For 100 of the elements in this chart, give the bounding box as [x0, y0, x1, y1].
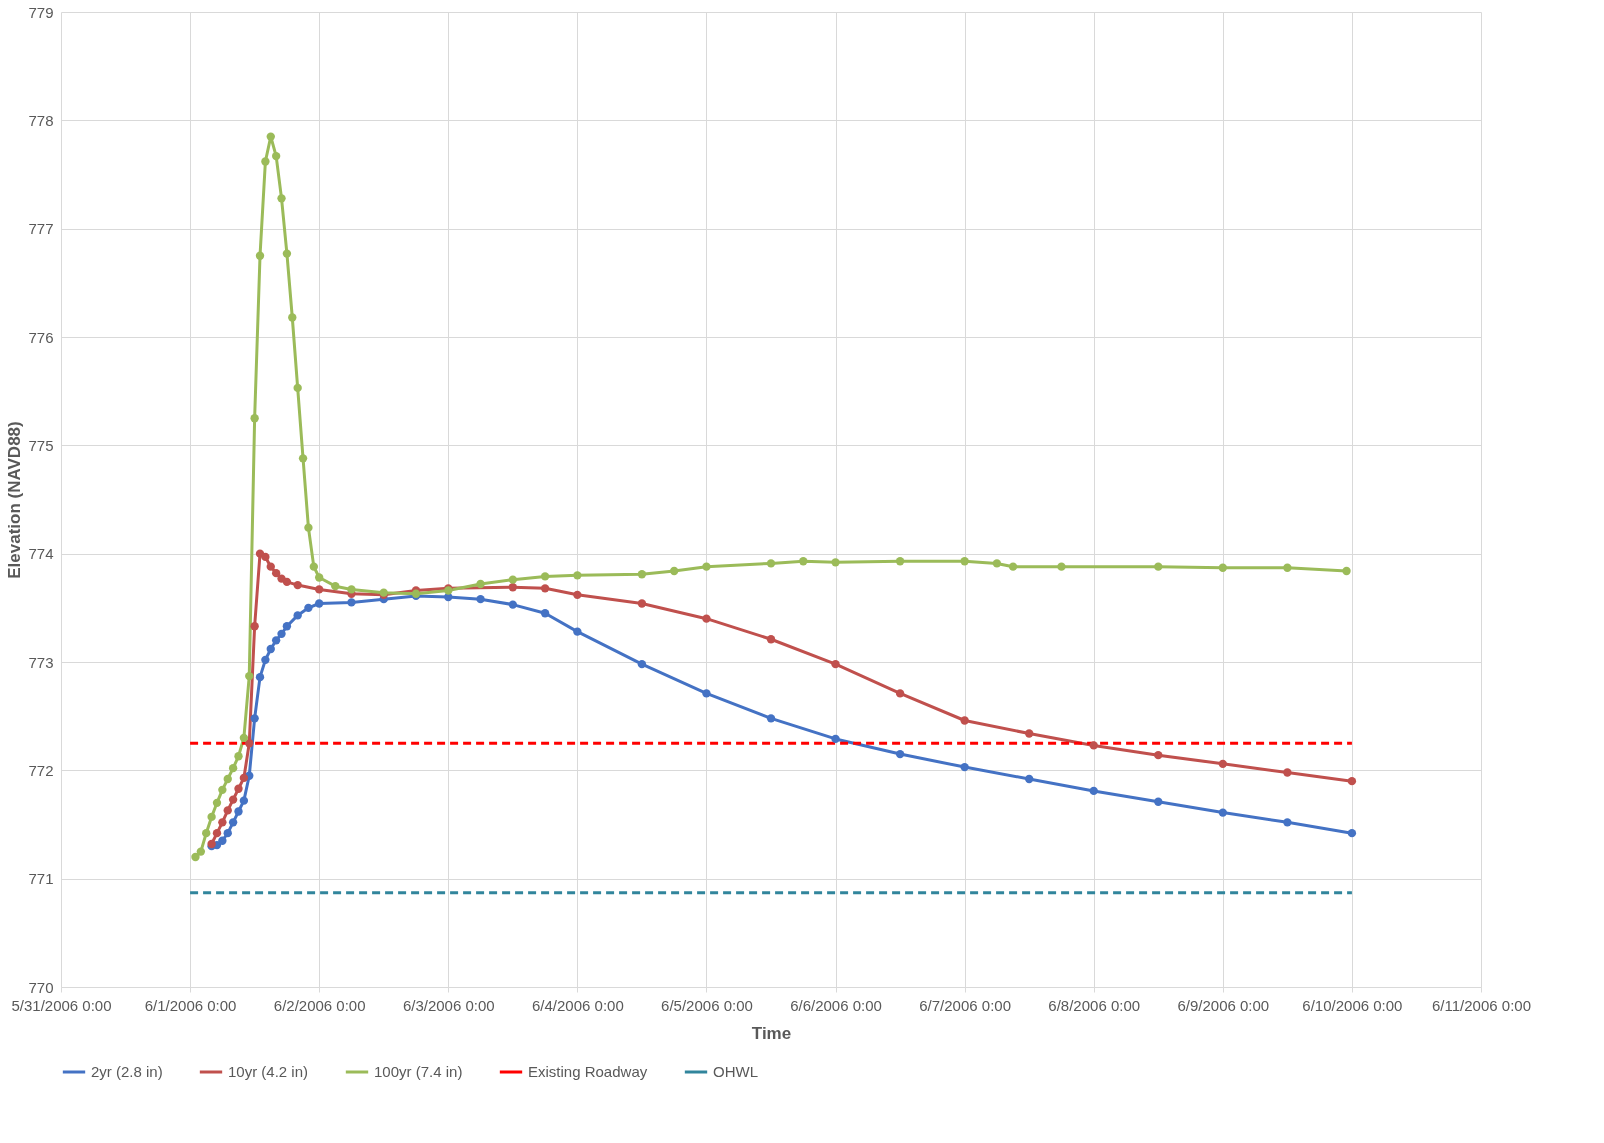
point	[234, 784, 243, 793]
point	[1218, 808, 1227, 817]
point	[1154, 750, 1163, 760]
point	[1057, 562, 1066, 571]
point	[637, 659, 647, 669]
point	[255, 672, 265, 682]
point	[207, 812, 216, 822]
point	[261, 655, 270, 665]
point	[540, 584, 550, 593]
point	[1154, 562, 1163, 571]
point	[573, 590, 582, 600]
point	[831, 734, 840, 744]
point	[637, 599, 647, 608]
point	[304, 523, 313, 532]
y-tick-label: 772	[28, 761, 54, 779]
point	[239, 796, 249, 805]
point	[223, 828, 232, 838]
y-tick-label: 776	[28, 328, 54, 346]
point	[218, 785, 227, 795]
point	[234, 752, 243, 761]
point	[992, 559, 1002, 568]
point	[831, 659, 840, 669]
y-tick-label: 775	[28, 436, 54, 454]
point	[1342, 566, 1351, 576]
point	[261, 157, 270, 166]
point	[271, 568, 281, 578]
point	[1089, 741, 1098, 750]
point	[288, 313, 297, 322]
legend-label: 2yr (2.8 in)	[91, 1063, 163, 1080]
point	[228, 763, 238, 773]
point	[1008, 562, 1018, 571]
legend-label: 100yr (7.4 in)	[374, 1063, 463, 1080]
point	[239, 733, 249, 743]
point	[1347, 828, 1357, 838]
point	[255, 251, 265, 260]
point	[1025, 774, 1034, 784]
point	[476, 594, 485, 604]
legend-label: Existing Roadway	[528, 1063, 648, 1080]
point	[293, 580, 302, 590]
point	[540, 609, 550, 618]
point	[315, 573, 324, 582]
point	[298, 454, 308, 463]
point	[282, 249, 292, 258]
point	[895, 749, 905, 759]
point	[293, 383, 302, 393]
point	[670, 566, 679, 576]
x-tick-label: 6/10/2006 0:00	[1302, 996, 1403, 1014]
x-tick-label: 6/5/2006 0:00	[661, 996, 753, 1014]
point	[1089, 786, 1098, 796]
point	[250, 714, 259, 723]
y-axis-title: Elevation (NAVD88)	[5, 421, 25, 579]
point	[293, 611, 302, 620]
point	[250, 622, 259, 631]
x-tick-label: 6/7/2006 0:00	[919, 996, 1012, 1014]
x-tick-label: 6/8/2006 0:00	[1048, 996, 1141, 1014]
point	[191, 852, 200, 862]
point	[282, 577, 292, 587]
point	[266, 644, 275, 654]
point	[766, 714, 776, 723]
point	[702, 562, 711, 571]
x-tick-label: 6/2/2006 0:00	[273, 996, 366, 1014]
point	[508, 583, 517, 592]
x-axis-title: Time	[751, 1023, 792, 1043]
point	[799, 557, 808, 566]
point	[261, 552, 270, 562]
point	[282, 622, 292, 631]
point	[895, 557, 905, 566]
point	[202, 828, 211, 838]
point	[212, 798, 222, 808]
y-tick-label: 777	[28, 220, 54, 238]
point	[1218, 759, 1227, 769]
point	[831, 558, 840, 567]
point	[960, 762, 969, 772]
point	[1283, 563, 1292, 572]
x-tick-label: 6/6/2006 0:00	[790, 996, 882, 1014]
point	[960, 716, 969, 725]
y-tick-label: 779	[28, 3, 54, 21]
point	[223, 806, 232, 815]
point	[637, 570, 647, 579]
point	[540, 572, 550, 581]
x-tick-label: 6/4/2006 0:00	[531, 996, 624, 1014]
point	[508, 575, 517, 584]
y-tick-label: 778	[28, 111, 54, 129]
y-tick-label: 770	[28, 978, 54, 996]
point	[277, 629, 286, 639]
point	[766, 635, 776, 644]
point	[304, 603, 313, 613]
point	[573, 627, 582, 636]
point	[347, 585, 356, 594]
x-tick-label: 6/1/2006 0:00	[144, 996, 237, 1014]
point	[331, 581, 340, 591]
point	[508, 600, 517, 609]
point	[212, 828, 222, 838]
x-tick-label: 6/9/2006 0:00	[1177, 996, 1270, 1014]
point	[218, 836, 227, 845]
legend-label: 10yr (4.2 in)	[228, 1063, 309, 1080]
point	[271, 636, 281, 645]
point	[271, 151, 281, 161]
y-tick-label: 771	[28, 870, 54, 888]
point	[1025, 729, 1034, 738]
